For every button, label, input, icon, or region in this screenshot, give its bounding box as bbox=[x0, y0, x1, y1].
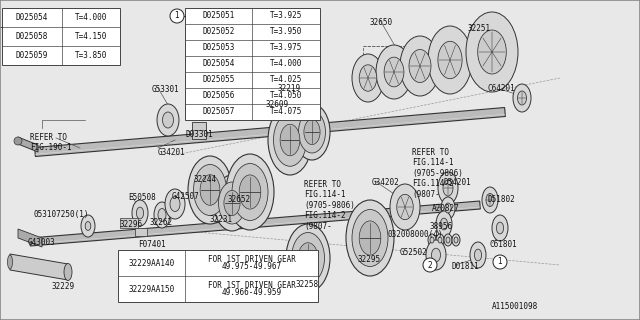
Ellipse shape bbox=[352, 210, 388, 267]
Text: 32229: 32229 bbox=[52, 282, 75, 291]
Ellipse shape bbox=[466, 12, 518, 92]
Bar bbox=[135, 228, 147, 236]
Text: 2: 2 bbox=[428, 260, 433, 269]
Bar bbox=[192, 122, 206, 139]
Text: FOR 1ST DRIVEN GEAR: FOR 1ST DRIVEN GEAR bbox=[207, 255, 296, 264]
Text: 32219: 32219 bbox=[278, 84, 301, 93]
Text: D025058: D025058 bbox=[16, 32, 48, 41]
Text: G34201: G34201 bbox=[158, 148, 186, 157]
Ellipse shape bbox=[226, 154, 274, 230]
Text: G34202: G34202 bbox=[372, 178, 400, 187]
Ellipse shape bbox=[352, 54, 384, 102]
Text: F07401: F07401 bbox=[138, 240, 166, 249]
Text: D025059: D025059 bbox=[16, 51, 48, 60]
Ellipse shape bbox=[273, 114, 307, 166]
Ellipse shape bbox=[136, 207, 143, 219]
Text: G42507: G42507 bbox=[172, 192, 200, 201]
Text: D51802: D51802 bbox=[488, 195, 516, 204]
Text: 32231: 32231 bbox=[210, 215, 233, 224]
Text: T=4.025: T=4.025 bbox=[270, 76, 302, 84]
Text: 38956: 38956 bbox=[430, 222, 453, 231]
Text: REFER TO
FIG.190-1: REFER TO FIG.190-1 bbox=[30, 133, 72, 152]
Ellipse shape bbox=[431, 248, 440, 262]
Circle shape bbox=[493, 255, 507, 269]
Ellipse shape bbox=[452, 234, 460, 246]
Ellipse shape bbox=[188, 156, 232, 224]
Ellipse shape bbox=[441, 197, 455, 219]
Polygon shape bbox=[35, 108, 506, 156]
Ellipse shape bbox=[268, 105, 312, 175]
Text: T=4.075: T=4.075 bbox=[270, 108, 302, 116]
Polygon shape bbox=[29, 201, 481, 246]
Ellipse shape bbox=[400, 36, 440, 96]
Ellipse shape bbox=[497, 222, 504, 234]
Ellipse shape bbox=[294, 104, 330, 160]
Ellipse shape bbox=[430, 237, 434, 243]
Text: 32262: 32262 bbox=[150, 218, 173, 227]
Ellipse shape bbox=[477, 30, 506, 74]
Ellipse shape bbox=[170, 196, 180, 212]
Ellipse shape bbox=[470, 242, 486, 268]
Ellipse shape bbox=[359, 65, 377, 91]
Ellipse shape bbox=[286, 224, 330, 292]
Text: 49.966-49.959: 49.966-49.959 bbox=[221, 288, 282, 297]
Text: G53301: G53301 bbox=[152, 85, 180, 94]
Text: REFER TO
FIG.114-1
(9705-9806)
FIG.114-2
(9807-: REFER TO FIG.114-1 (9705-9806) FIG.114-2… bbox=[304, 180, 355, 231]
Text: D025055: D025055 bbox=[202, 76, 235, 84]
Ellipse shape bbox=[384, 57, 404, 87]
Ellipse shape bbox=[218, 182, 246, 224]
Text: 1: 1 bbox=[498, 258, 502, 267]
Text: 032008000(4): 032008000(4) bbox=[388, 230, 444, 239]
Polygon shape bbox=[18, 137, 38, 152]
Text: D54201: D54201 bbox=[444, 178, 472, 187]
Text: 32251: 32251 bbox=[468, 24, 491, 33]
Ellipse shape bbox=[346, 200, 394, 276]
Ellipse shape bbox=[214, 175, 250, 231]
Text: D025051: D025051 bbox=[202, 12, 235, 20]
Text: T=4.150: T=4.150 bbox=[75, 32, 107, 41]
Ellipse shape bbox=[291, 233, 324, 284]
Ellipse shape bbox=[409, 50, 431, 83]
Text: 32652: 32652 bbox=[228, 195, 251, 204]
Ellipse shape bbox=[298, 111, 326, 153]
Text: G52502: G52502 bbox=[400, 248, 428, 257]
Ellipse shape bbox=[165, 189, 185, 219]
Circle shape bbox=[14, 137, 22, 145]
Ellipse shape bbox=[157, 104, 179, 136]
Ellipse shape bbox=[428, 26, 472, 94]
Ellipse shape bbox=[232, 164, 268, 220]
Text: D025057: D025057 bbox=[202, 108, 235, 116]
Ellipse shape bbox=[445, 203, 451, 213]
Text: 32244: 32244 bbox=[194, 175, 217, 184]
Bar bbox=[118, 250, 318, 302]
Ellipse shape bbox=[359, 221, 381, 255]
Ellipse shape bbox=[239, 175, 261, 209]
Ellipse shape bbox=[482, 187, 498, 213]
Ellipse shape bbox=[443, 180, 453, 196]
Text: A20827: A20827 bbox=[432, 204, 460, 213]
Ellipse shape bbox=[518, 91, 527, 105]
Text: 32296: 32296 bbox=[120, 220, 143, 229]
Ellipse shape bbox=[428, 234, 436, 246]
Ellipse shape bbox=[193, 164, 227, 215]
Ellipse shape bbox=[280, 124, 300, 156]
Ellipse shape bbox=[298, 243, 318, 273]
Ellipse shape bbox=[81, 215, 95, 237]
Text: T=4.000: T=4.000 bbox=[270, 60, 302, 68]
Text: D03301: D03301 bbox=[185, 130, 212, 139]
Ellipse shape bbox=[474, 249, 482, 261]
Ellipse shape bbox=[440, 218, 447, 230]
Text: C61801: C61801 bbox=[490, 240, 518, 249]
Text: REFER TO
FIG.114-1
(9705-9806)
FIG.114-2
(9807-: REFER TO FIG.114-1 (9705-9806) FIG.114-2… bbox=[412, 148, 463, 199]
Circle shape bbox=[170, 9, 184, 23]
Ellipse shape bbox=[224, 190, 240, 216]
Ellipse shape bbox=[513, 84, 531, 112]
Ellipse shape bbox=[8, 255, 13, 269]
Text: A115001098: A115001098 bbox=[492, 302, 538, 311]
Ellipse shape bbox=[438, 237, 442, 243]
Text: G43003: G43003 bbox=[28, 238, 56, 247]
Ellipse shape bbox=[444, 234, 452, 246]
Ellipse shape bbox=[438, 41, 462, 79]
Text: T=3.950: T=3.950 bbox=[270, 28, 302, 36]
Text: 32258: 32258 bbox=[295, 280, 318, 289]
